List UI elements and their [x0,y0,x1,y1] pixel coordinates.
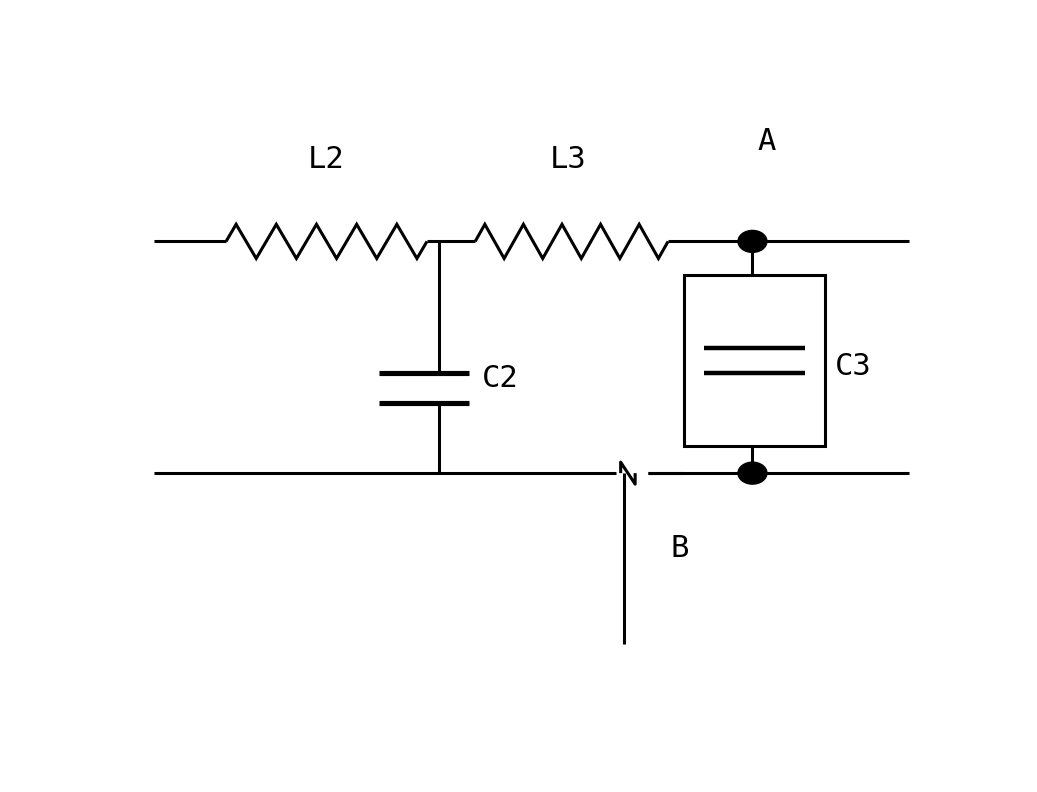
Circle shape [738,230,767,253]
Text: A: A [758,127,776,156]
Text: L3: L3 [550,145,586,174]
Text: C3: C3 [835,352,872,381]
Circle shape [738,463,767,484]
Text: B: B [671,534,690,563]
Text: C2: C2 [481,364,518,393]
Text: L2: L2 [308,145,345,174]
Bar [684,275,824,446]
